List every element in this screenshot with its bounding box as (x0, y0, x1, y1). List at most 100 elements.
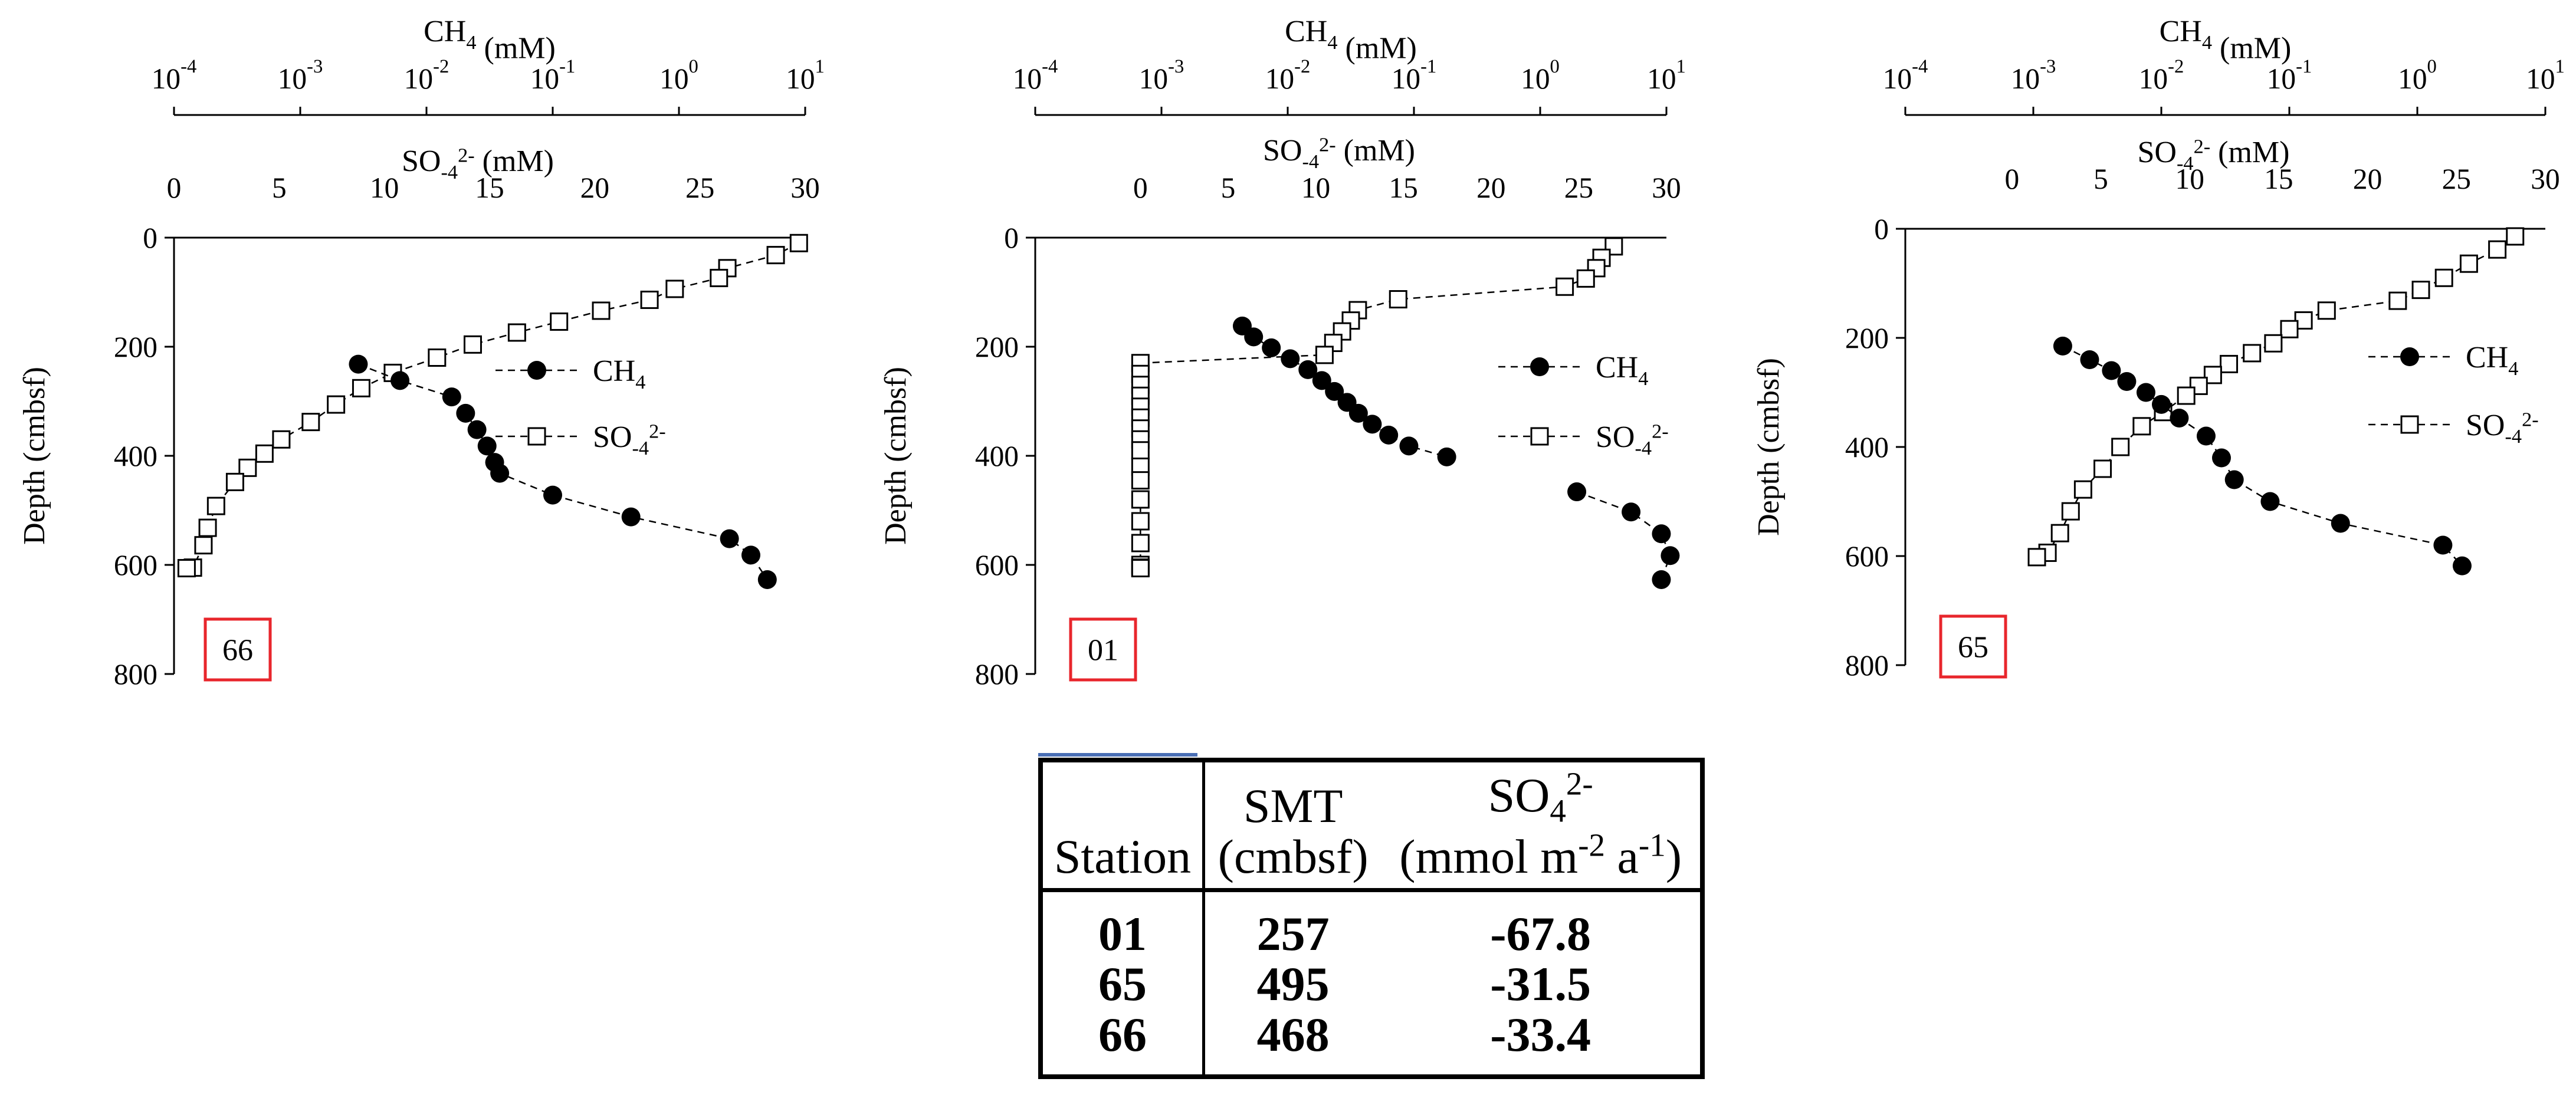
so4-point (352, 379, 370, 397)
so4-axis-title-part: -4 (1302, 150, 1319, 173)
table-row: 01 257 -67.8 (1043, 890, 1700, 959)
ch4-tick-label-part: 10 (2267, 63, 2296, 95)
so4-tick-label: 5 (1221, 172, 1236, 204)
legend-ch4-label: CH4 (2466, 341, 2518, 380)
ch4-tick-label-part: 10 (786, 63, 815, 95)
station-label: 66 (222, 634, 253, 667)
legend-so4-label-part: -4 (632, 437, 649, 459)
cell-flux: -33.4 (1490, 1008, 1591, 1061)
ch4-axis-title-part: (mM) (477, 32, 556, 65)
depth-tick-label: 400 (975, 440, 1019, 472)
so4-axis-title-part: (mM) (2210, 136, 2289, 169)
depth-tick-label-part: 200 (1845, 322, 1889, 354)
so4-point (225, 472, 244, 491)
ch4-tick-label-part: 10 (530, 63, 559, 95)
so4-point (2264, 334, 2283, 353)
ch4-point (2170, 408, 2189, 428)
legend-so4-label-part: -4 (1635, 437, 1652, 459)
ch4-tick-label-part: 10 (1647, 63, 1676, 95)
so4-tick-label-part: 20 (580, 172, 609, 204)
so4-tick-label-part: 15 (2264, 163, 2293, 195)
depth-axis-title: Depth (cmbsf) (1752, 358, 1786, 536)
ch4-point (1399, 436, 1419, 456)
ch4-tick-label-part: 10 (278, 63, 307, 95)
ch4-point (2053, 336, 2072, 356)
station-label: 65 (1958, 631, 1988, 665)
so4-point (255, 444, 274, 463)
table-row: 65 495 -31.5 (1043, 959, 1700, 1009)
so4-tick-label-part: 0 (1133, 172, 1148, 204)
ch4-tick-label: 10-2 (1265, 56, 1311, 95)
so4-point (710, 268, 729, 287)
so4-point (1131, 512, 1150, 531)
so4-series-line (186, 242, 799, 569)
ch4-tick-label-part: 10 (152, 63, 181, 95)
so4-tick-label: 20 (1476, 172, 1505, 204)
smt-table: Station SMT (cmbsf) SO42- (mmol m-2 a-1)… (1038, 758, 1705, 1079)
cell-smt: 468 (1256, 1008, 1330, 1061)
so4-point (206, 496, 225, 515)
ch4-tick-label-part: -3 (1168, 56, 1184, 77)
ch4-point (2080, 350, 2099, 369)
so4-tick-label-part: 30 (2531, 163, 2559, 195)
so4-axis-title-part: SO (1263, 134, 1302, 167)
ch4-point (2211, 448, 2231, 468)
so4-tick-label-part: 0 (167, 172, 182, 204)
legend-so4-marker (2400, 415, 2419, 434)
ch4-axis-title-part: 4 (1327, 31, 1337, 54)
so4-tick-label: 30 (2531, 163, 2559, 195)
ch4-tick-label: 10-1 (530, 56, 576, 95)
ch4-point (490, 463, 510, 483)
so4-point (665, 279, 684, 298)
depth-tick-label: 800 (975, 658, 1019, 690)
so4-point (177, 559, 196, 578)
legend-so4-label-part: -4 (2505, 425, 2522, 448)
ch4-tick-label-part: 10 (404, 63, 433, 95)
so4-tick-label-part: 5 (1221, 172, 1236, 204)
table-header-row: Station SMT (cmbsf) SO42- (mmol m-2 a-1) (1043, 762, 1700, 892)
ch4-axis-title: CH4 (mM) (2160, 15, 2292, 65)
legend-so4-label-part: 2- (2522, 408, 2539, 430)
ch4-tick-label-part: 10 (2398, 63, 2427, 95)
table-top-accent (1038, 753, 1197, 757)
depth-axis-title: Depth (cmbsf) (18, 367, 51, 545)
depth-tick-label-part: 800 (975, 658, 1019, 690)
so4-point (1131, 471, 1150, 490)
ch4-axis-title-part: (mM) (2212, 32, 2291, 65)
depth-tick-label: 600 (975, 549, 1019, 581)
depth-axis-title: Depth (cmbsf) (879, 367, 913, 545)
depth-axis-title-part: Depth (cmbsf) (879, 367, 913, 545)
so4-point (2132, 417, 2151, 436)
ch4-point (1661, 546, 1680, 565)
ch4-axis-title-part: CH (1285, 15, 1327, 48)
so4-tick-label-part: 30 (1652, 172, 1681, 204)
so4-tick-label-part: 10 (370, 172, 399, 204)
so4-point (2506, 227, 2525, 246)
ch4-point (1652, 524, 1671, 544)
so4-axis-title-part: 2- (2194, 135, 2211, 157)
ch4-tick-label-part: 1 (815, 56, 825, 77)
ch4-tick-label: 10-3 (1139, 56, 1184, 95)
ch4-axis-title-part: CH (424, 15, 466, 48)
so4-tick-label: 0 (1133, 172, 1148, 204)
ch4-series-line (2062, 345, 2463, 567)
so4-point (592, 301, 611, 320)
ch4-tick-label-part: -2 (2168, 56, 2184, 77)
depth-tick-label: 200 (114, 331, 157, 363)
cell-station: 65 (1043, 959, 1205, 1009)
station-label-part: 66 (222, 634, 253, 667)
so4-point (2050, 524, 2069, 542)
legend-so4-marker (527, 427, 546, 446)
legend-ch4-label-part: CH (1596, 351, 1638, 384)
ch4-point (2433, 535, 2453, 555)
so4-tick-label: 15 (1389, 172, 1417, 204)
legend-ch4-label-part: 4 (2508, 357, 2518, 380)
so4-point (2177, 386, 2196, 405)
so4-axis-title-part: SO (2138, 136, 2177, 169)
ch4-tick-label-part: -3 (2040, 56, 2056, 77)
ch4-point (543, 485, 562, 505)
legend-ch4-label: CH4 (593, 354, 645, 393)
so4-tick-label: 5 (2093, 163, 2108, 195)
ch4-tick-label-part: 1 (1676, 56, 1686, 77)
depth-tick-label-part: 0 (1004, 222, 1019, 254)
